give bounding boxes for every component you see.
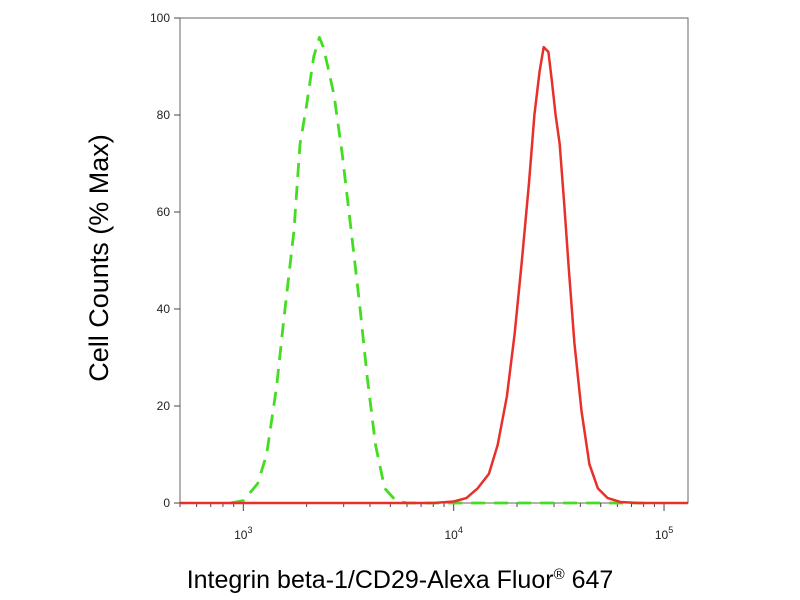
x-axis-label-main: Integrin beta-1/CD29-Alexa Fluor <box>187 566 554 594</box>
x-tick-label-exponent: 5 <box>668 525 673 535</box>
x-tick-label: 104 <box>444 525 462 542</box>
x-axis-label-reg-mark: ® <box>554 566 565 583</box>
series-layer <box>180 36 688 505</box>
series-line-solid-red <box>180 45 688 505</box>
x-tick-label: 105 <box>655 525 673 542</box>
y-tick-label: 0 <box>163 496 170 510</box>
y-tick-label: 100 <box>150 11 170 25</box>
x-axis-label-suffix: 647 <box>565 566 614 594</box>
y-tick-label: 80 <box>157 108 171 122</box>
y-axis-ticks: 0 20 40 60 80 100 <box>150 11 180 510</box>
x-axis-ticks: 103 104 105 <box>179 503 673 542</box>
x-tick-label: 103 <box>234 525 252 542</box>
y-axis-label: Cell Counts (% Max) <box>84 134 114 382</box>
x-tick-label-exponent: 4 <box>458 525 463 535</box>
y-tick-label: 60 <box>157 205 171 219</box>
x-tick-label-base: 10 <box>444 528 458 542</box>
x-tick-label-base: 10 <box>234 528 248 542</box>
x-axis-label: Integrin beta-1/CD29-Alexa Fluor® 647 <box>187 566 614 594</box>
x-tick-label-exponent: 3 <box>247 525 252 535</box>
y-tick-label: 40 <box>157 302 171 316</box>
x-tick-label-base: 10 <box>655 528 669 542</box>
y-tick-label: 20 <box>157 399 171 413</box>
